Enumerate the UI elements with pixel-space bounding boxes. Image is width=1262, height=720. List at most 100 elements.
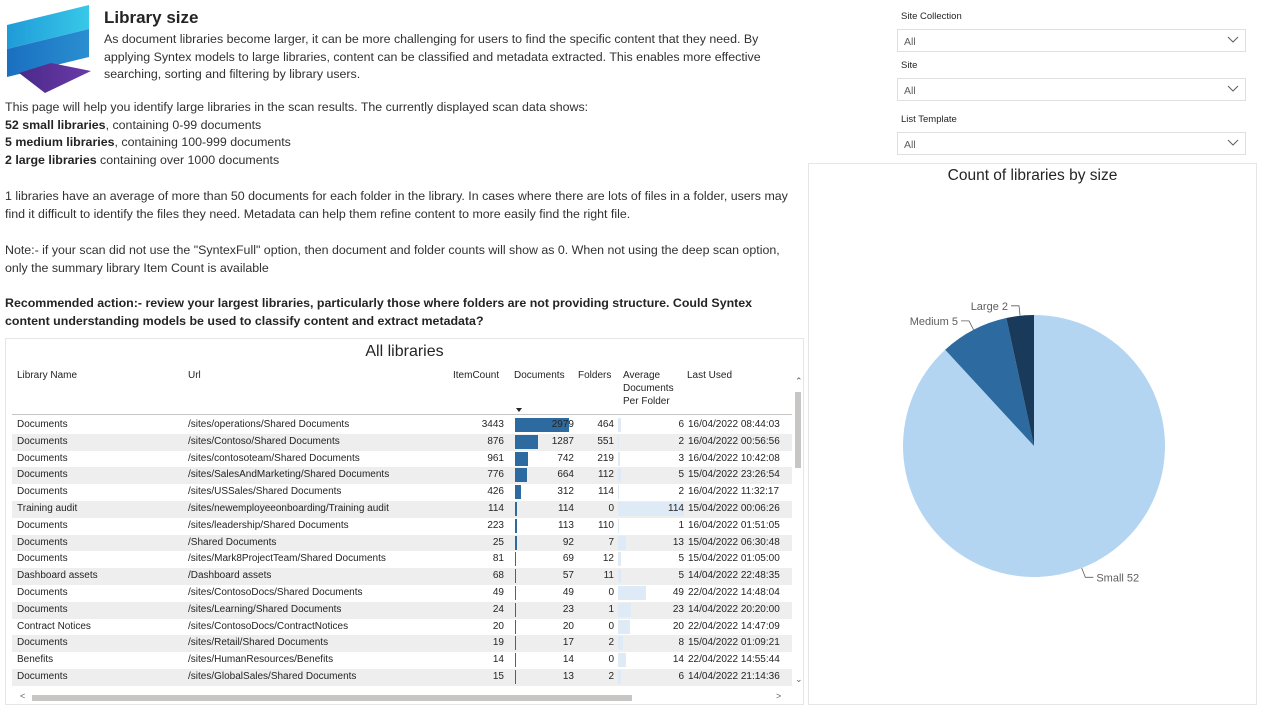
cell-url: /sites/Retail/Shared Documents [188, 637, 329, 649]
average-databar [618, 552, 621, 567]
large-desc: containing over 1000 documents [96, 152, 280, 167]
col-header-last-used[interactable]: Last Used [687, 370, 733, 381]
table-row[interactable]: Documents/sites/SalesAndMarketing/Shared… [12, 467, 792, 485]
cell-average: 6 [678, 670, 684, 682]
pie-slice-medium[interactable] [945, 317, 1034, 446]
documents-databar [515, 501, 518, 516]
summary-block: This page will help you identify large l… [5, 99, 795, 169]
folders-note: 1 libraries have an average of more than… [5, 189, 788, 221]
table-row[interactable]: Documents/sites/contosoteam/Shared Docum… [12, 451, 792, 468]
table-row[interactable]: Documents/Shared Documents 25 92 7 13 15/04/2… [12, 534, 792, 552]
table-row[interactable]: Documents/sites/USSales/Shared Documents… [12, 484, 792, 501]
scroll-up-icon[interactable]: ⌃ [795, 376, 803, 386]
cell-documents: 1287 [551, 435, 574, 447]
average-databar [618, 468, 621, 483]
cell-documents: 664 [557, 469, 574, 481]
pie-data-label: Small 52 [1096, 572, 1139, 584]
site-collection-value: All [904, 36, 916, 48]
cell-documents: 17 [562, 637, 574, 649]
cell-documents: 14 [562, 654, 574, 666]
list-template-value: All [904, 139, 916, 151]
cell-url: /sites/Mark8ProjectTeam/Shared Documents [188, 553, 386, 565]
cell-library-name: Dashboard assets [17, 570, 98, 582]
sort-descending-icon[interactable] [516, 408, 522, 412]
cell-average: 5 [678, 553, 684, 565]
pie-data-label: Large 2 [971, 301, 1008, 313]
medium-count: 5 medium libraries [5, 135, 115, 149]
cell-folders: 12 [602, 553, 614, 565]
horizontal-scrollbar[interactable]: < > [12, 691, 792, 703]
cell-folders: 0 [608, 620, 614, 632]
cell-url: /sites/HumanResources/Benefits [188, 654, 334, 666]
cell-itemcount: 426 [487, 486, 504, 498]
pie-slice-large[interactable] [1006, 315, 1034, 446]
vertical-scrollbar[interactable]: ⌃ ⌄ [793, 372, 803, 692]
cell-folders: 219 [597, 452, 614, 464]
col-header-average[interactable]: Average Documents Per Folder [623, 370, 674, 407]
cell-library-name: Documents [17, 469, 68, 481]
table-row[interactable]: Documents/sites/operations/Shared Docume… [12, 417, 792, 434]
cell-itemcount: 81 [492, 553, 504, 565]
cell-average: 2 [678, 486, 684, 498]
cell-average: 23 [672, 603, 684, 615]
table-row[interactable]: Documents/sites/GlobalSales/Shared Docum… [12, 668, 792, 686]
recommendation-text: Recommended action:- review your largest… [5, 296, 753, 328]
cell-last-used: 14/04/2022 22:48:35 [688, 570, 780, 582]
cell-library-name: Documents [17, 419, 68, 430]
cell-average: 20 [672, 620, 684, 632]
cell-documents: 2979 [551, 419, 574, 430]
cell-average: 1 [678, 519, 684, 531]
header-divider [12, 414, 792, 415]
table-row[interactable]: Documents/sites/Retail/Shared Documents 1… [12, 635, 792, 653]
site-value: All [904, 85, 916, 97]
cell-folders: 1 [608, 603, 614, 615]
cell-documents: 312 [557, 486, 574, 498]
medium-desc: , containing 100-999 documents [114, 135, 291, 149]
table-row[interactable]: Documents/sites/Mark8ProjectTeam/Shared … [12, 551, 792, 568]
cell-folders: 7 [608, 536, 614, 548]
average-databar [618, 535, 626, 550]
average-databar [618, 418, 622, 432]
cell-folders: 0 [608, 502, 614, 514]
cell-itemcount: 14 [492, 654, 504, 666]
table-row[interactable]: Benefits/sites/HumanResources/Benefits 14… [12, 652, 792, 669]
list-template-label: List Template [901, 114, 957, 125]
cell-url: /Dashboard assets [188, 570, 272, 582]
scroll-right-icon[interactable]: > [776, 691, 782, 701]
table-row[interactable]: Documents/sites/ContosoDocs/Shared Docum… [12, 585, 792, 602]
average-databar [618, 569, 621, 584]
documents-databar [515, 485, 521, 500]
table-row[interactable]: Documents/sites/Contoso/Shared Documents… [12, 433, 792, 451]
cell-average: 5 [678, 469, 684, 481]
table-row[interactable]: Contract Notices/sites/ContosoDocs/Contr… [12, 619, 792, 636]
col-header-folders[interactable]: Folders [578, 370, 612, 381]
site-dropdown[interactable]: All [897, 78, 1246, 101]
average-databar [618, 653, 627, 668]
libraries-table: All libraries Library Name Url ItemCount… [5, 338, 804, 705]
site-collection-dropdown[interactable]: All [897, 29, 1246, 52]
table-row[interactable]: Dashboard assets/Dashboard assets 68 57 11 5… [12, 568, 792, 585]
documents-databar [515, 535, 517, 550]
cell-average: 8 [678, 637, 684, 649]
cell-documents: 57 [562, 570, 574, 582]
col-header-documents[interactable]: Documents [514, 370, 565, 381]
list-template-dropdown[interactable]: All [897, 132, 1246, 155]
col-header-library-name[interactable]: Library Name [17, 370, 78, 381]
cell-itemcount: 3443 [481, 419, 504, 430]
documents-databar [515, 451, 529, 466]
table-row[interactable]: Documents/sites/Learning/Shared Document… [12, 601, 792, 619]
scroll-thumb[interactable] [795, 392, 801, 468]
cell-itemcount: 49 [492, 586, 504, 598]
table-row[interactable]: Training audit/sites/newemployeeonboardi… [12, 500, 792, 518]
table-row[interactable]: Documents/sites/leadership/Shared Docume… [12, 518, 792, 535]
hscroll-thumb[interactable] [32, 695, 632, 701]
col-header-itemcount[interactable]: ItemCount [453, 370, 500, 381]
large-count: 2 large libraries [5, 152, 97, 167]
scroll-left-icon[interactable]: < [20, 691, 26, 701]
cell-library-name: Documents [17, 637, 68, 649]
cell-folders: 464 [597, 419, 614, 430]
average-databar [618, 636, 623, 651]
col-header-url[interactable]: Url [188, 370, 201, 381]
scroll-down-icon[interactable]: ⌄ [795, 674, 803, 684]
average-databar [618, 585, 647, 600]
